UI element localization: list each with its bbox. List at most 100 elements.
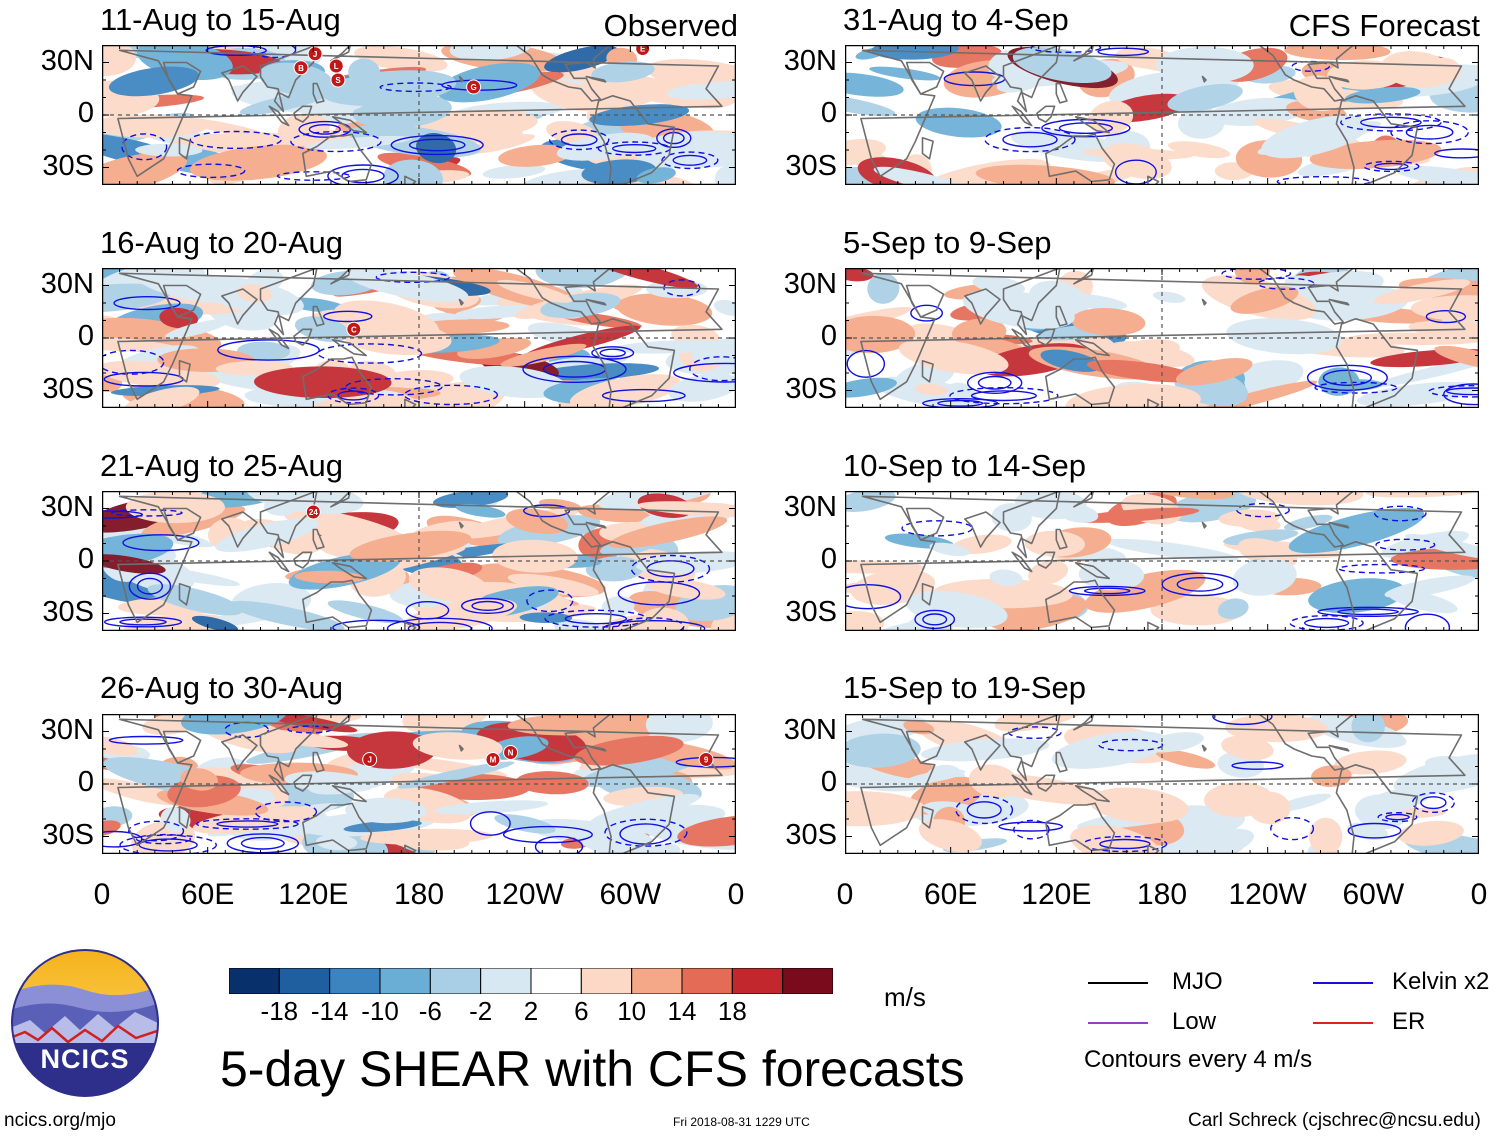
colorbar-swatch xyxy=(681,967,733,995)
coastline xyxy=(860,495,1466,624)
kelvin-contour xyxy=(176,163,246,179)
coastline xyxy=(592,541,676,632)
coastline xyxy=(117,718,723,847)
shear-anomaly-blob xyxy=(1284,41,1391,61)
kelvin-contour-inner xyxy=(1099,838,1151,850)
shear-anomaly-blob xyxy=(1308,578,1406,614)
lon-label: 120W xyxy=(485,878,564,911)
colorbar-tick-label: -2 xyxy=(469,996,493,1026)
shear-anomaly-blob xyxy=(1192,380,1318,416)
coastline xyxy=(1258,42,1357,102)
coastline xyxy=(331,116,367,134)
shear-anomaly-blob xyxy=(610,295,689,317)
coastline xyxy=(592,95,676,186)
coastline xyxy=(1328,75,1350,83)
kelvin-contour-inner xyxy=(970,390,1037,402)
shear-anomaly-blob xyxy=(408,567,488,602)
shear-anomaly-blob xyxy=(1071,307,1146,336)
coastline xyxy=(1002,713,1061,782)
coastlines xyxy=(117,711,723,866)
coastline xyxy=(585,298,607,306)
coastline xyxy=(458,75,464,83)
shear-anomaly-blob xyxy=(505,508,568,534)
shear-anomaly-blob xyxy=(1404,533,1502,560)
units-label: m/s xyxy=(884,982,926,1012)
colorbar-swatch xyxy=(329,967,381,995)
kelvin-contour xyxy=(1289,614,1364,631)
shear-anomaly-blob xyxy=(546,121,598,145)
shear-anomaly-blob xyxy=(1088,100,1134,135)
lat-label: 30N xyxy=(783,490,837,523)
kelvin-contour-inner xyxy=(216,820,279,828)
kelvin-contour xyxy=(601,388,686,403)
footer-author: Carl Schreck (cjschrec@ncsu.edu) xyxy=(1188,1110,1481,1131)
lat-label: 30N xyxy=(40,713,94,746)
shear-anomaly-blob xyxy=(1221,735,1274,760)
shear-anomaly-blob xyxy=(1167,141,1231,159)
kelvin-contour-inner xyxy=(136,577,163,595)
kelvin-contour-inner xyxy=(408,138,466,152)
kelvin-contour xyxy=(1082,835,1168,853)
shear-anomaly-blob xyxy=(1167,83,1243,112)
coastline xyxy=(585,521,607,529)
coastline xyxy=(1258,265,1357,325)
coastline xyxy=(302,356,373,406)
kelvin-contour xyxy=(630,554,711,583)
kelvin-contour xyxy=(591,346,635,360)
coastline xyxy=(331,562,367,580)
lat-label: 30N xyxy=(783,44,837,77)
coastline xyxy=(162,507,202,541)
shear-anomaly-blob xyxy=(90,114,208,138)
storm-marker: C xyxy=(346,321,362,337)
coastline xyxy=(964,734,1001,771)
coastline xyxy=(1328,298,1350,306)
colorbar xyxy=(228,967,834,995)
shear-anomaly-blob xyxy=(165,319,230,339)
coastline xyxy=(1073,490,1095,508)
kelvin-contour xyxy=(217,339,320,361)
map-panel-2: C xyxy=(40,252,801,421)
shear-anomaly-blob xyxy=(494,814,556,834)
storm-label: B xyxy=(298,64,304,73)
shear-anomaly-blob xyxy=(125,491,225,524)
kelvin-contour xyxy=(1375,538,1436,551)
map-panel-8 xyxy=(790,696,1510,867)
kelvin-contour xyxy=(998,821,1063,832)
kelvin-contour xyxy=(128,572,172,600)
lon-label: 0 xyxy=(836,878,854,911)
storm-label: J xyxy=(313,50,317,59)
coastline xyxy=(178,360,191,383)
map-panel-3: 24 xyxy=(60,475,774,644)
shear-anomaly-blob xyxy=(1150,594,1244,626)
mjo-legend-label: MJO xyxy=(1172,968,1223,995)
coastline xyxy=(293,774,313,792)
coastline xyxy=(905,61,945,95)
coastline xyxy=(1011,774,1033,796)
lon-label: 0 xyxy=(93,878,111,911)
shear-anomaly-blob xyxy=(1102,143,1172,179)
kelvin-contour xyxy=(548,129,610,151)
lat-label: 30S xyxy=(785,818,837,851)
kelvin-contour xyxy=(403,384,499,406)
lat-label: 30S xyxy=(785,372,837,405)
shear-anomaly-blob xyxy=(515,771,589,795)
lon-label: 120E xyxy=(278,878,349,911)
shear-anomaly-blob xyxy=(343,820,422,833)
shear-anomaly-blob xyxy=(914,383,948,396)
coastlines xyxy=(860,711,1466,866)
colorbar-tick-label: 10 xyxy=(617,996,647,1026)
kelvin-contour-inner xyxy=(1176,577,1224,592)
coastlines xyxy=(860,265,1466,420)
coastline xyxy=(905,284,945,318)
kelvin-contour xyxy=(135,833,192,845)
kelvin-contour-inner xyxy=(1374,162,1409,171)
shear-anomaly-blob xyxy=(191,615,239,632)
colorbar-tick-label: 6 xyxy=(574,996,589,1026)
lat-label: 30N xyxy=(783,267,837,300)
coastline xyxy=(268,328,290,350)
shear-anomaly-blob xyxy=(929,542,971,557)
lat-label: 30N xyxy=(40,44,94,77)
kelvin-contour-inner xyxy=(560,133,598,147)
shear-anomaly-blob xyxy=(294,316,350,342)
kelvin-contour xyxy=(1317,606,1419,618)
